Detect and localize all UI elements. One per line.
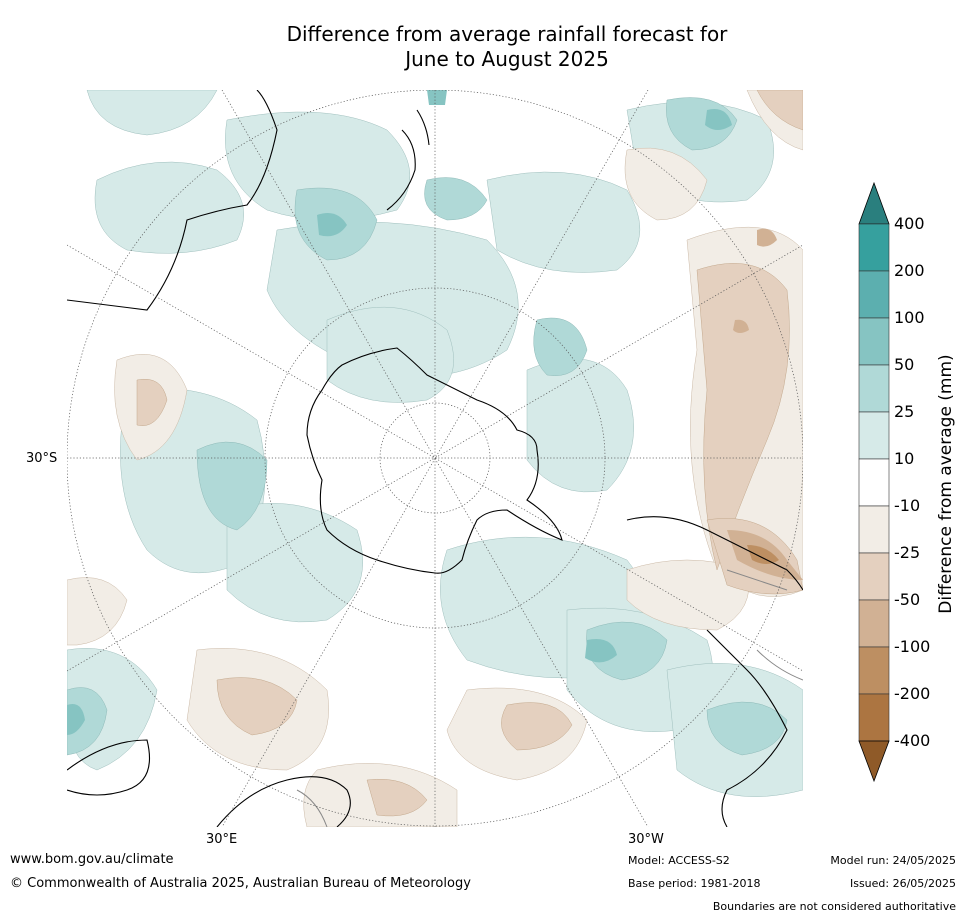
- colorbar-tick-label: 100: [894, 308, 925, 327]
- colorbar-tick-label: -200: [894, 684, 931, 703]
- colorbar-band: [858, 693, 890, 742]
- chart-title: Difference from average rainfall forecas…: [67, 22, 947, 72]
- colorbar-tick-label: -400: [894, 731, 931, 750]
- base-period-info: Base period: 1981-2018: [628, 877, 761, 890]
- polar-map: [67, 90, 803, 827]
- south-africa-coastline: [67, 739, 151, 796]
- new-zealand-coastline: [386, 109, 430, 211]
- colorbar-band: [858, 270, 890, 319]
- colorbar-extend-top: [858, 182, 890, 225]
- wet-anomaly-strong: [67, 90, 732, 735]
- wet-anomaly-cores: [67, 97, 788, 756]
- south-america-coastline: [626, 516, 803, 591]
- colorbar-extend-bottom: [858, 740, 890, 782]
- country-borders: [296, 569, 803, 827]
- africa-south-coastline: [216, 776, 351, 827]
- colorbar-tick-label: -10: [894, 496, 921, 515]
- graticule: [67, 90, 803, 827]
- colorbar-tick-label: 400: [894, 214, 925, 233]
- antarctica-coastline: [306, 347, 563, 574]
- issued-info: Issued: 26/05/2025: [849, 877, 956, 890]
- colorbar-tick-label: 50: [894, 355, 915, 374]
- longitude-label-30w: 30°W: [628, 832, 664, 847]
- colorbar: [858, 182, 890, 782]
- colorbar-band: [858, 552, 890, 601]
- colorbar-tick-label: -50: [894, 590, 921, 609]
- colorbar-band: [858, 411, 890, 460]
- colorbar-band: [858, 317, 890, 366]
- colorbar-band: [858, 364, 890, 413]
- colorbar-tick-label: 25: [894, 402, 915, 421]
- model-run-info: Model run: 24/05/2025: [830, 854, 956, 867]
- colorbar-tick-label: -25: [894, 543, 921, 562]
- coastlines: [67, 90, 803, 827]
- colorbar-band: [858, 458, 890, 507]
- colorbar-tick-label: 10: [894, 449, 915, 468]
- colorbar-tick-label: 200: [894, 261, 925, 280]
- latitude-label-30s: 30°S: [26, 451, 58, 466]
- model-info: Model: ACCESS-S2: [628, 854, 730, 867]
- longitude-label-30e: 30°E: [206, 832, 238, 847]
- dry-anomaly-extreme: [747, 545, 779, 564]
- website-link[interactable]: www.bom.gov.au/climate: [10, 852, 174, 867]
- map-canvas: [67, 90, 803, 827]
- boundaries-disclaimer: Boundaries are not considered authoritat…: [712, 900, 956, 913]
- title-line-2: June to August 2025: [405, 47, 609, 71]
- colorbar-band: [858, 599, 890, 648]
- australia-coastline: [67, 90, 278, 311]
- copyright-text: © Commonwealth of Australia 2025, Austra…: [10, 876, 471, 891]
- colorbar-band: [858, 505, 890, 554]
- colorbar-tick-label: -100: [894, 637, 931, 656]
- title-line-1: Difference from average rainfall forecas…: [286, 22, 728, 46]
- colorbar-band: [858, 223, 890, 272]
- colorbar-title: Difference from average (mm): [936, 354, 956, 614]
- colorbar-band: [858, 646, 890, 695]
- south-america-east-coastline: [706, 629, 788, 827]
